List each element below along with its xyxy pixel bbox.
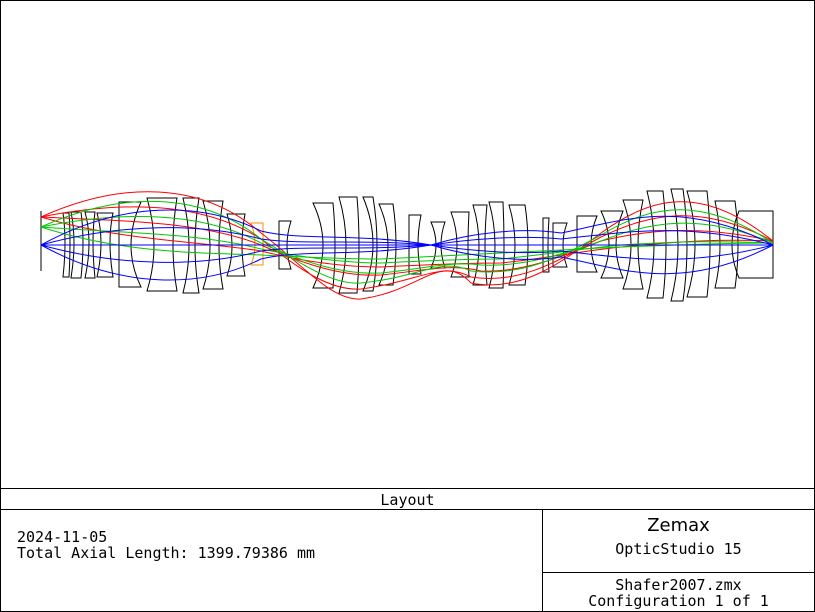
brand-label: Zemax <box>647 515 710 536</box>
configuration-label: Configuration 1 of 1 <box>588 592 769 610</box>
layout-title: Layout <box>1 488 814 510</box>
file-name-label: Shafer2007.zmx <box>615 576 742 594</box>
lens-elements <box>62 188 774 302</box>
brand-panel: Zemax OpticStudio 15 <box>543 510 814 573</box>
optical-layout-plot <box>40 188 774 302</box>
ray-fan-field-1 <box>40 209 774 281</box>
axial-length-label: Total Axial Length: 1399.79386 mm <box>17 544 316 562</box>
product-label: OpticStudio 15 <box>615 540 742 558</box>
file-panel: Shafer2007.zmx Configuration 1 of 1 <box>543 573 814 611</box>
date-label: 2024-11-05 <box>17 528 108 546</box>
ray-fan-field-2 <box>40 200 774 284</box>
info-panel-left: 2024-11-05 Total Axial Length: 1399.7938… <box>1 510 543 611</box>
